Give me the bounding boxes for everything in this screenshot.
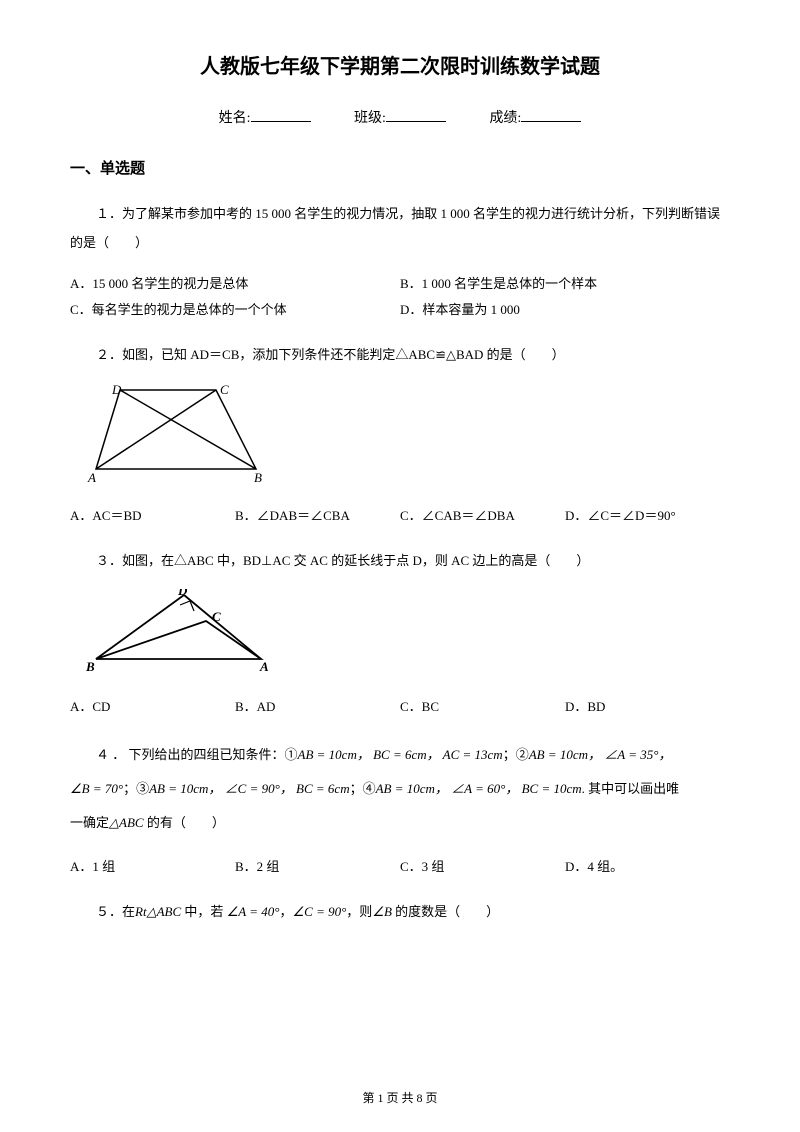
name-label: 姓名: bbox=[219, 111, 251, 126]
page-footer: 第 1 页 共 8 页 bbox=[0, 1089, 800, 1106]
class-label: 班级: bbox=[354, 111, 386, 126]
q4-tri: △ABC bbox=[109, 815, 144, 830]
q1-opt-b: B．1 000 名学生是总体的一个样本 bbox=[400, 271, 730, 297]
question-2: ２．如图，已知 AD＝CB，添加下列条件还不能判定△ABC≌△BAD 的是（ ） bbox=[70, 341, 730, 370]
q5-rt: Rt△ABC bbox=[135, 904, 181, 919]
svg-text:C: C bbox=[220, 384, 229, 397]
name-blank bbox=[251, 121, 311, 122]
q4-opt-c: C．3 组 bbox=[400, 854, 565, 880]
q2-opt-d: D．∠C＝∠D＝90° bbox=[565, 503, 730, 529]
q5-comma: ， bbox=[279, 904, 292, 919]
svg-text:D: D bbox=[111, 384, 122, 397]
q1-opt-a: A．15 000 名学生的视力是总体 bbox=[70, 271, 400, 297]
q3-options: A．CD B．AD C．BC D．BD bbox=[70, 694, 730, 720]
q4-c4: AB = 10cm， ∠A = 60°， BC = 10cm bbox=[376, 781, 582, 796]
q5-mid: 中，若 bbox=[181, 904, 227, 919]
q1-opt-d: D．样本容量为 1 000 bbox=[400, 297, 730, 323]
q4-c2b: ∠B = 70° bbox=[70, 781, 123, 796]
q2-opt-a: A．AC＝BD bbox=[70, 503, 235, 529]
q5-tail: 的度数是（ ） bbox=[392, 904, 499, 919]
question-3: ３．如图，在△ABC 中，BD⊥AC 交 AC 的延长线于点 D，则 AC 边上… bbox=[70, 547, 730, 576]
q5-a1: ∠A = 40° bbox=[227, 904, 280, 919]
svg-text:D: D bbox=[177, 589, 188, 598]
q4-c1: AB = 10cm， BC = 6cm， AC = 13cm bbox=[298, 747, 503, 762]
svg-text:B: B bbox=[86, 659, 95, 674]
svg-text:B: B bbox=[254, 470, 262, 484]
q2-figure: A B D C bbox=[86, 384, 730, 489]
svg-text:C: C bbox=[212, 609, 221, 624]
q4-opt-b: B．2 组 bbox=[235, 854, 400, 880]
q4-pre: ４ ． 下列给出的四组已知条件：① bbox=[96, 747, 298, 762]
q3-figure: B A D C bbox=[86, 589, 730, 680]
q3-opt-a: A．CD bbox=[70, 694, 235, 720]
q4-c2: AB = 10cm， ∠A = 35°， bbox=[529, 747, 672, 762]
q1-opt-c: C．每名学生的视力是总体的一个个体 bbox=[70, 297, 400, 323]
q1-options: A．15 000 名学生的视力是总体 B．1 000 名学生是总体的一个样本 C… bbox=[70, 271, 730, 323]
q3-opt-b: B．AD bbox=[235, 694, 400, 720]
page-title: 人教版七年级下学期第二次限时训练数学试题 bbox=[70, 50, 730, 79]
info-line: 姓名: 班级: 成绩: bbox=[70, 107, 730, 127]
class-blank bbox=[386, 121, 446, 122]
q5-a2: ∠C = 90° bbox=[293, 904, 347, 919]
score-blank bbox=[521, 121, 581, 122]
q5-ang: ∠B bbox=[372, 904, 392, 919]
q5-pre: ５．在 bbox=[96, 904, 135, 919]
question-5: ５．在Rt△ABC 中，若 ∠A = 40°，∠C = 90°，则∠B 的度数是… bbox=[70, 898, 730, 927]
q4-m1: ；② bbox=[503, 747, 529, 762]
q4-post: . 其中可以画出唯 bbox=[582, 781, 680, 796]
q4-opt-a: A．1 组 bbox=[70, 854, 235, 880]
q4-tail: 的有（ ） bbox=[144, 815, 225, 830]
q3-opt-c: C．BC bbox=[400, 694, 565, 720]
q4-c3: AB = 10cm， ∠C = 90°， BC = 6cm bbox=[149, 781, 350, 796]
q5-post: ，则 bbox=[346, 904, 372, 919]
q4-l2: 一确定 bbox=[70, 815, 109, 830]
q4-m3: ；④ bbox=[350, 781, 376, 796]
section-header: 一、单选题 bbox=[70, 157, 730, 178]
q4-options: A．1 组 B．2 组 C．3 组 D．4 组。 bbox=[70, 854, 730, 880]
question-1: １．为了解某市参加中考的 15 000 名学生的视力情况，抽取 1 000 名学… bbox=[70, 200, 730, 257]
q4-opt-d: D．4 组。 bbox=[565, 854, 730, 880]
svg-text:A: A bbox=[259, 659, 269, 674]
q3-opt-d: D．BD bbox=[565, 694, 730, 720]
q2-opt-c: C．∠CAB＝∠DBA bbox=[400, 503, 565, 529]
q4-m2: ；③ bbox=[123, 781, 149, 796]
q2-options: A．AC＝BD B．∠DAB＝∠CBA C．∠CAB＝∠DBA D．∠C＝∠D＝… bbox=[70, 503, 730, 529]
question-4: ４ ． 下列给出的四组已知条件：①AB = 10cm， BC = 6cm， AC… bbox=[70, 738, 730, 839]
score-label: 成绩: bbox=[489, 111, 521, 126]
svg-text:A: A bbox=[87, 470, 96, 484]
q2-opt-b: B．∠DAB＝∠CBA bbox=[235, 503, 400, 529]
